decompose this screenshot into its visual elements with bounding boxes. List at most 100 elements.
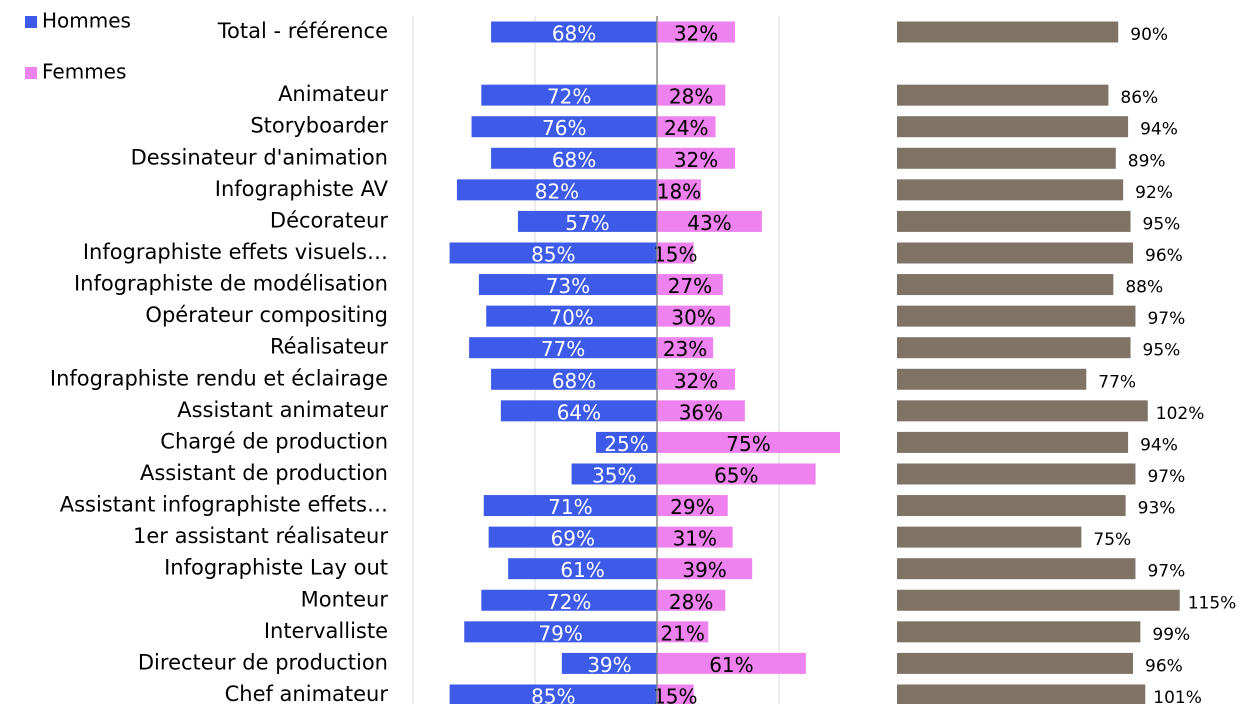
value-label: 101%	[1153, 688, 1202, 704]
value-label: 24%	[664, 116, 708, 140]
women-bar	[657, 400, 745, 422]
value-label: 69%	[551, 527, 595, 551]
value-label: 18%	[657, 179, 701, 203]
category-label: Infographiste AV	[215, 177, 389, 201]
value-label: 36%	[679, 400, 723, 424]
women-bar	[657, 431, 840, 453]
value-label: 23%	[663, 337, 707, 361]
value-label: 73%	[546, 274, 590, 298]
men-bar	[491, 21, 657, 43]
men-bar	[517, 210, 657, 232]
ratio-bar	[897, 431, 1129, 453]
value-label: 39%	[587, 653, 631, 677]
value-label: 72%	[547, 590, 591, 614]
men-bar	[571, 463, 657, 485]
value-label: 25%	[604, 432, 648, 456]
ratio-bar	[897, 558, 1136, 580]
value-label: 29%	[670, 495, 714, 519]
value-label: 30%	[671, 306, 715, 330]
value-label: 85%	[531, 684, 575, 704]
women-bar	[657, 337, 714, 359]
value-label: 88%	[1125, 278, 1163, 298]
legend-swatch	[25, 67, 37, 79]
category-label: Infographiste de modélisation	[74, 272, 388, 296]
value-label: 96%	[1145, 656, 1183, 676]
men-bar	[486, 305, 657, 327]
ratio-bar	[897, 21, 1119, 43]
value-label: 77%	[541, 337, 585, 361]
women-bar	[657, 684, 694, 704]
men-bar	[596, 431, 657, 453]
ratio-bar	[897, 84, 1109, 106]
value-label: 28%	[669, 85, 713, 109]
men-bar	[449, 684, 657, 704]
value-label: 27%	[668, 274, 712, 298]
men-bar	[456, 179, 657, 201]
women-bar	[657, 242, 694, 264]
value-label: 39%	[682, 558, 726, 582]
ratio-bar	[897, 526, 1082, 548]
ratio-bar	[897, 495, 1126, 517]
value-label: 97%	[1147, 467, 1185, 487]
women-bar	[657, 274, 723, 296]
men-bar	[500, 400, 657, 422]
value-label: 115%	[1188, 593, 1237, 613]
ratio-bar	[897, 242, 1133, 264]
value-label: 43%	[687, 211, 731, 235]
category-label: 1er assistant réalisateur	[133, 524, 388, 548]
value-label: 93%	[1138, 499, 1176, 519]
ratio-bar	[897, 116, 1129, 138]
ratio-bar	[897, 210, 1131, 232]
men-bar	[449, 242, 657, 264]
value-label: 94%	[1140, 435, 1178, 455]
ratio-bar	[897, 589, 1180, 611]
women-bar	[657, 526, 733, 548]
value-label: 102%	[1156, 404, 1205, 424]
value-label: 71%	[548, 495, 592, 519]
men-bar	[488, 526, 657, 548]
ratio-bar	[897, 400, 1148, 422]
category-label: Assistant de production	[140, 461, 388, 485]
men-bar	[491, 368, 657, 390]
category-label: Chef animateur	[225, 682, 389, 704]
category-label: Opérateur compositing	[145, 303, 388, 327]
women-bar	[657, 589, 726, 611]
ratio-bar	[897, 368, 1087, 390]
value-label: 61%	[560, 558, 604, 582]
value-label: 75%	[1093, 530, 1131, 550]
ratio-bar	[897, 621, 1141, 643]
value-label: 68%	[552, 22, 596, 46]
value-label: 77%	[1098, 372, 1136, 392]
value-label: 79%	[538, 621, 582, 645]
women-bar	[657, 116, 716, 138]
women-bar	[657, 558, 753, 580]
value-label: 89%	[1128, 151, 1166, 171]
women-bar	[657, 21, 736, 43]
value-label: 95%	[1143, 214, 1181, 234]
value-label: 90%	[1130, 25, 1168, 45]
category-label: Infographiste Lay out	[164, 556, 388, 580]
men-bar	[478, 274, 657, 296]
ratio-bar	[897, 147, 1116, 169]
ratio-bar	[897, 463, 1136, 485]
category-label: Infographiste effets visuels…	[83, 240, 388, 264]
women-bar	[657, 621, 709, 643]
ratio-bar	[897, 652, 1133, 674]
value-label: 92%	[1135, 183, 1173, 203]
legend-label: Femmes	[42, 60, 126, 84]
category-label: Infographiste rendu et éclairage	[50, 366, 388, 390]
women-bar	[657, 652, 806, 674]
value-label: 82%	[535, 179, 579, 203]
value-label: 86%	[1120, 88, 1158, 108]
category-label: Dessinateur d'animation	[131, 145, 388, 169]
women-bar	[657, 463, 816, 485]
women-bar	[657, 210, 762, 232]
category-label: Directeur de production	[138, 650, 388, 674]
value-label: 72%	[547, 85, 591, 109]
men-bar	[481, 84, 657, 106]
men-bar	[464, 621, 657, 643]
value-label: 75%	[726, 432, 770, 456]
ratio-bar	[897, 274, 1114, 296]
value-label: 68%	[552, 369, 596, 393]
women-bar	[657, 179, 701, 201]
